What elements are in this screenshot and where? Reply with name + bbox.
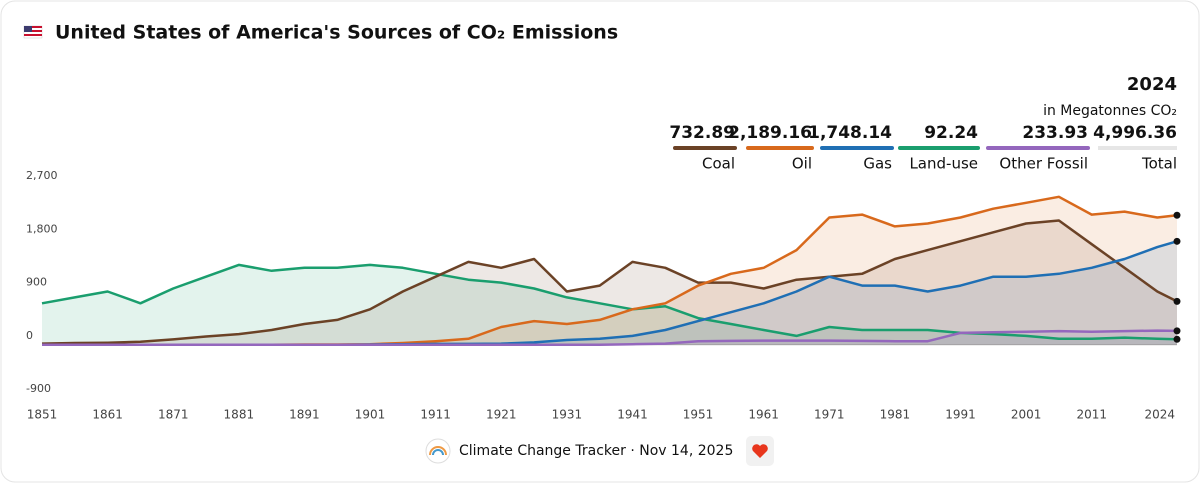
line — [41, 219, 1178, 345]
x-tick-label: 1911 — [420, 408, 451, 422]
x-tick-label: 1961 — [748, 408, 779, 422]
footer: Climate Change Tracker · Nov 14, 2025 — [425, 436, 774, 466]
x-tick-label: 1921 — [486, 408, 517, 422]
x-tick-label: 1971 — [814, 408, 845, 422]
area — [42, 196, 1177, 345]
x-tick-label: 2024 — [1144, 408, 1175, 422]
legend-value: 2,189.16 — [728, 123, 812, 143]
legend-value: 1,748.14 — [808, 123, 892, 143]
legend-label: Coal — [702, 155, 735, 173]
x-tick-label: 1871 — [158, 408, 189, 422]
x-tick-label: 1901 — [355, 408, 386, 422]
x-tick-label: 1951 — [683, 408, 714, 422]
x-tick-label: 1891 — [289, 408, 320, 422]
legend-value: 732.89 — [669, 123, 735, 143]
line — [42, 329, 1178, 347]
end-dot — [1173, 297, 1181, 305]
x-tick-label: 2011 — [1076, 408, 1107, 422]
legend-label: Oil — [792, 155, 812, 173]
area — [42, 241, 1177, 345]
legend-label: Gas — [863, 155, 892, 173]
chart-title: United States of America's Sources of CO… — [55, 22, 618, 44]
flag — [23, 25, 43, 39]
y-tick-label: 0 — [26, 329, 33, 342]
x-tick-label: 2001 — [1011, 408, 1042, 422]
area — [42, 264, 1177, 345]
end-dot — [1173, 335, 1181, 343]
total-label: Total — [1141, 155, 1177, 173]
unit-label: in Megatonnes CO₂ — [1043, 103, 1177, 119]
area — [42, 220, 1177, 345]
end-dot — [1173, 211, 1181, 219]
end-dot — [1173, 327, 1181, 335]
end-dot — [1173, 237, 1181, 245]
x-tick-label: 1861 — [92, 408, 123, 422]
total-value: 4,996.36 — [1093, 123, 1177, 143]
x-tick-label: 1851 — [27, 408, 58, 422]
x-tick-label: 1941 — [617, 408, 648, 422]
y-tick-label: -900 — [26, 382, 51, 395]
line — [41, 263, 1178, 341]
x-tick-label: 1981 — [880, 408, 911, 422]
y-tick-label: 900 — [26, 276, 47, 289]
y-tick-label: 2,700 — [26, 169, 58, 182]
legend-label: Land-use — [909, 155, 978, 173]
x-tick-label: 1991 — [945, 408, 976, 422]
footer-text: Climate Change Tracker · Nov 14, 2025 — [459, 443, 733, 459]
legend-label: Other Fossil — [999, 155, 1088, 173]
latest-year: 2024 — [1127, 74, 1177, 95]
x-tick-label: 1931 — [552, 408, 583, 422]
legend-value: 233.93 — [1022, 123, 1088, 143]
legend-value: 92.24 — [924, 123, 978, 143]
y-tick-label: 1,800 — [26, 222, 58, 235]
x-tick-label: 1881 — [224, 408, 255, 422]
